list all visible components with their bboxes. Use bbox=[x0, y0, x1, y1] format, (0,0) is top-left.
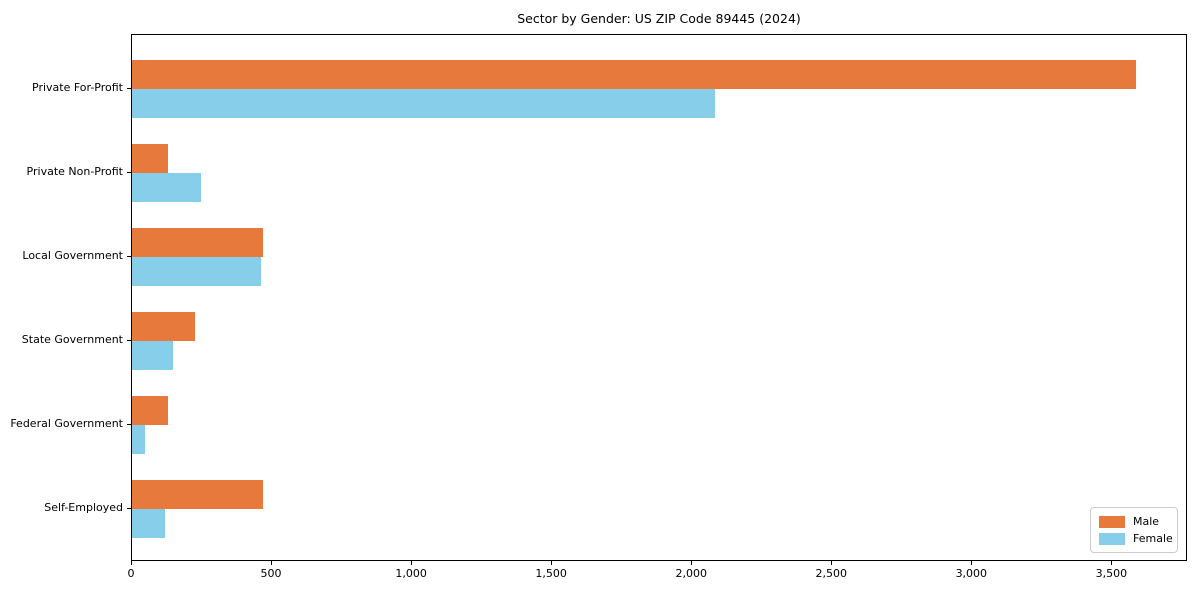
legend-swatch-female bbox=[1099, 532, 1125, 545]
x-tick-mark bbox=[971, 561, 973, 565]
bar-female-local-government bbox=[132, 257, 262, 287]
x-tick-mark bbox=[411, 561, 413, 565]
bar-male-self-employed bbox=[132, 479, 263, 509]
x-tick-label-2-000: 2,000 bbox=[675, 567, 707, 580]
bar-female-state-government bbox=[132, 341, 174, 371]
chart-title: Sector by Gender: US ZIP Code 89445 (202… bbox=[517, 11, 801, 26]
legend: Male Female bbox=[1090, 507, 1178, 553]
y-tick-label-local-government: Local Government bbox=[22, 249, 123, 262]
plot-area bbox=[131, 34, 1187, 561]
x-tick-label-3-500: 3,500 bbox=[1095, 567, 1128, 580]
bar-female-federal-government bbox=[132, 425, 146, 455]
legend-label-female: Female bbox=[1133, 531, 1173, 545]
x-tick-mark bbox=[691, 561, 693, 565]
x-tick-mark bbox=[1111, 561, 1113, 565]
x-tick-mark bbox=[831, 561, 833, 565]
x-tick-mark bbox=[551, 561, 553, 565]
x-tick-mark bbox=[271, 561, 273, 565]
bar-female-self-employed bbox=[132, 509, 166, 539]
x-tick-label-0: 0 bbox=[127, 567, 135, 580]
y-tick-mark bbox=[127, 88, 131, 89]
bar-female-private-for-profit bbox=[132, 89, 715, 119]
bar-male-federal-government bbox=[132, 395, 168, 425]
y-tick-mark bbox=[127, 256, 131, 257]
legend-swatch-male bbox=[1099, 515, 1125, 528]
y-tick-label-self-employed: Self-Employed bbox=[44, 501, 123, 514]
bar-male-private-non-profit bbox=[132, 143, 169, 173]
x-tick-label-1-000: 1,000 bbox=[395, 567, 427, 580]
y-tick-mark bbox=[127, 424, 131, 425]
y-tick-label-private-non-profit: Private Non-Profit bbox=[26, 165, 123, 178]
y-tick-mark bbox=[127, 508, 131, 509]
x-tick-label-2-500: 2,500 bbox=[815, 567, 848, 580]
bar-male-private-for-profit bbox=[132, 59, 1137, 89]
y-tick-label-federal-government: Federal Government bbox=[10, 417, 123, 430]
y-tick-label-private-for-profit: Private For-Profit bbox=[32, 81, 123, 94]
y-tick-mark bbox=[127, 340, 131, 341]
legend-row-female: Female bbox=[1099, 532, 1173, 545]
x-tick-mark bbox=[131, 561, 132, 565]
y-tick-mark bbox=[127, 172, 131, 173]
legend-row-male: Male bbox=[1099, 514, 1169, 528]
bar-male-state-government bbox=[132, 311, 196, 341]
bar-female-private-non-profit bbox=[132, 173, 202, 203]
bar-male-local-government bbox=[132, 227, 264, 257]
y-tick-label-state-government: State Government bbox=[21, 333, 123, 346]
x-tick-label-500: 500 bbox=[260, 567, 282, 580]
legend-label-male: Male bbox=[1133, 514, 1160, 528]
x-tick-label-1-500: 1,500 bbox=[535, 567, 567, 580]
x-tick-label-3-000: 3,000 bbox=[955, 567, 988, 580]
